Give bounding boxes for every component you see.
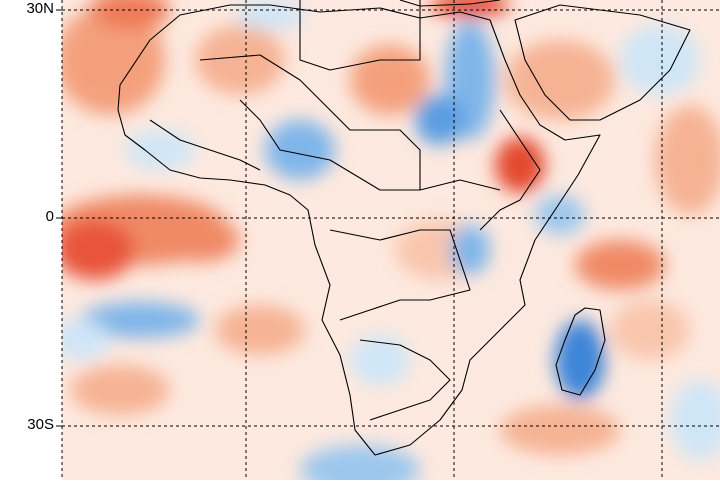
africa-coastline [117,4,601,456]
cool-patch [555,320,605,400]
border [239,99,501,191]
warm-patch [500,405,620,455]
border [299,0,421,71]
border [479,109,541,231]
cool-patch [620,25,700,95]
cool-patch [80,302,200,338]
cool-patch [300,445,420,480]
warm-patch [655,105,720,215]
warm-patch [610,300,690,360]
warm-patch [90,0,170,30]
warm-patch [215,305,305,355]
cool-patch [350,335,410,385]
arabia-coastline [514,4,691,121]
border [199,54,421,190]
warm-patch [430,0,510,17]
latitude-label-30s: 30S [27,416,54,433]
anomaly-field [62,0,720,480]
latitude-label-30n: 30N [26,0,54,17]
cool-patch [125,130,195,170]
warm-patch [62,220,135,280]
border [359,339,451,421]
madagascar-coastline [555,307,606,396]
cool-patch [62,320,110,360]
coastlines [117,0,691,456]
graticule [61,0,720,480]
warm-patch [575,240,665,290]
warm-patch [195,25,285,95]
border [149,119,261,171]
warm-patch [495,137,545,193]
warm-patch [160,218,240,262]
cool-patch [265,120,335,180]
cool-patch [535,195,585,235]
warm-patch [505,40,615,120]
cool-patch [450,225,490,275]
latitude-ticks [56,9,62,427]
warm-patch [350,45,430,115]
warm-patch [62,5,165,115]
border [329,229,471,321]
cool-patch [415,95,465,145]
warm-patch [70,365,170,415]
latitude-label-equator: 0 [45,208,54,225]
cool-patch [670,380,720,460]
europe-coastline [399,0,501,7]
